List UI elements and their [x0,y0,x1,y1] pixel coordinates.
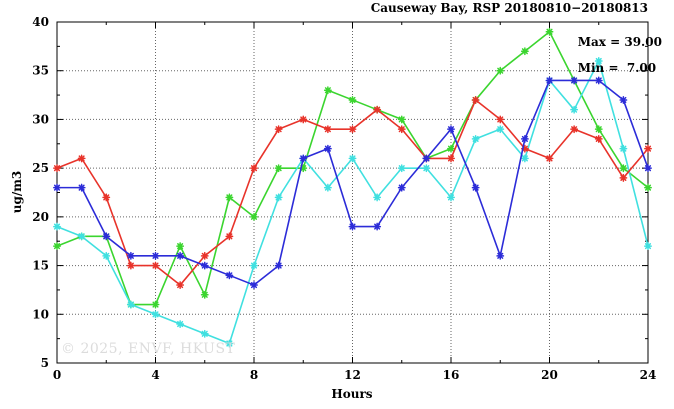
svg-text:20: 20 [32,210,49,224]
svg-text:40: 40 [32,15,49,29]
min-value-label: Min = 7.00 [577,61,657,75]
svg-text:30: 30 [32,112,49,126]
svg-text:24: 24 [640,368,657,382]
chart-title: Causeway Bay, RSP 20180810−20180813 [370,1,648,15]
svg-text:15: 15 [32,259,49,273]
svg-text:5: 5 [41,356,49,370]
svg-text:10: 10 [32,307,49,321]
svg-text:16: 16 [443,368,460,382]
max-value-label: Max = 39.00 [577,35,662,49]
svg-text:4: 4 [151,368,159,382]
svg-text:12: 12 [344,368,361,382]
y-axis-label: ug/m3 [10,170,24,214]
svg-text:35: 35 [32,64,49,78]
svg-text:20: 20 [541,368,558,382]
svg-text:25: 25 [32,161,49,175]
watermark: © 2025, ENVF, HKUST [61,341,236,357]
x-axis-label: Hours [331,387,373,401]
svg-text:0: 0 [53,368,61,382]
max-min-annotation: Max = 39.00 Min = 7.00 [561,23,662,88]
svg-text:8: 8 [250,368,258,382]
